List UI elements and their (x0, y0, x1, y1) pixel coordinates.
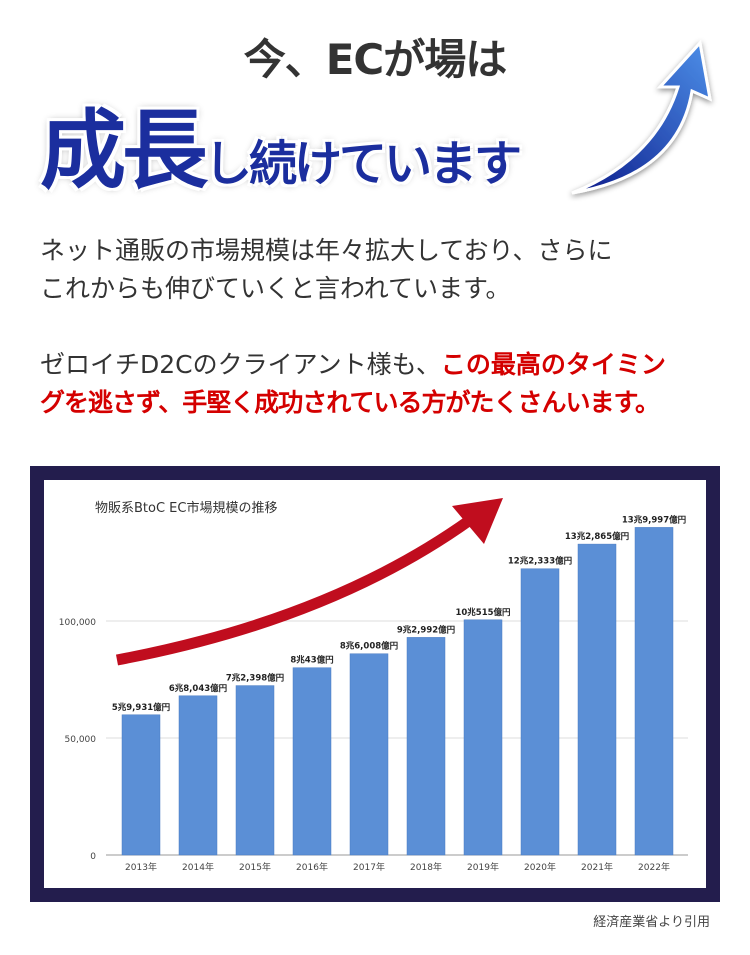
paragraph-2-highlight-1: この最高のタイミン (440, 350, 666, 379)
x-tick-label: 2019年 (467, 861, 499, 873)
x-tick-label: 2016年 (296, 861, 328, 873)
source-note: 経済産業省より引用 (593, 915, 710, 930)
bar (121, 714, 161, 856)
bar (577, 543, 617, 856)
red-trend-arrow-head-icon (452, 498, 503, 544)
paragraph-2-plain: ゼロイチD2Cのクライアント様も、 (40, 350, 441, 379)
paragraph-1: ネット通販の市場規模は年々拡大しており、さらに これからも伸びていくと言われてい… (40, 232, 740, 308)
paragraph-1-line-1: ネット通販の市場規模は年々拡大しており、さらに (40, 236, 613, 265)
x-tick-label: 2017年 (353, 861, 385, 873)
data-label: 5兆9,931億円 (112, 702, 170, 713)
x-tick-label: 2021年 (581, 861, 613, 873)
paragraph-2: ゼロイチD2Cのクライアント様も、この最高のタイミン グを逃さず、手堅く成功され… (40, 346, 750, 422)
bar (292, 667, 332, 856)
x-tick-label: 2015年 (239, 861, 271, 873)
headline-top: 今、ECが場は (243, 35, 508, 84)
data-label: 6兆8,043億円 (169, 683, 227, 694)
blue-up-arrow-icon (571, 39, 712, 195)
headline-big: 成長 (40, 101, 208, 201)
headline-small: し続けています (204, 136, 522, 192)
bar (349, 653, 389, 856)
bar (520, 568, 560, 856)
headline-main: 成長し続けています (40, 80, 522, 205)
bar (406, 637, 446, 856)
data-label: 10兆515億円 (455, 607, 510, 618)
chart-title: 物販系BtoC EC市場規模の推移 (95, 501, 278, 516)
data-label: 7兆2,398億円 (226, 673, 284, 684)
bar (463, 619, 503, 856)
x-tick-label: 2022年 (638, 861, 670, 873)
data-label: 9兆2,992億円 (397, 624, 455, 635)
bar (235, 685, 275, 856)
data-label: 12兆2,333億円 (508, 556, 572, 567)
x-tick-label: 2018年 (410, 861, 442, 873)
bar (634, 527, 674, 856)
y-tick-label: 100,000 (59, 618, 96, 628)
data-label: 13兆9,997億円 (622, 514, 686, 525)
x-tick-label: 2013年 (125, 861, 157, 873)
paragraph-1-line-2: これからも伸びていくと言われています。 (40, 274, 511, 303)
data-label: 13兆2,865億円 (565, 531, 629, 542)
x-tick-label: 2014年 (182, 861, 214, 873)
data-label: 8兆6,008億円 (340, 641, 398, 652)
y-tick-label: 0 (90, 852, 96, 862)
red-trend-arrow-icon (115, 515, 474, 666)
bar (178, 695, 218, 856)
y-tick-label: 50,000 (65, 735, 97, 745)
x-tick-label: 2020年 (524, 861, 556, 873)
paragraph-2-highlight-2: グを逃さず、手堅く成功されている方がたくさんいます。 (40, 388, 660, 417)
data-label: 8兆43億円 (290, 655, 333, 666)
